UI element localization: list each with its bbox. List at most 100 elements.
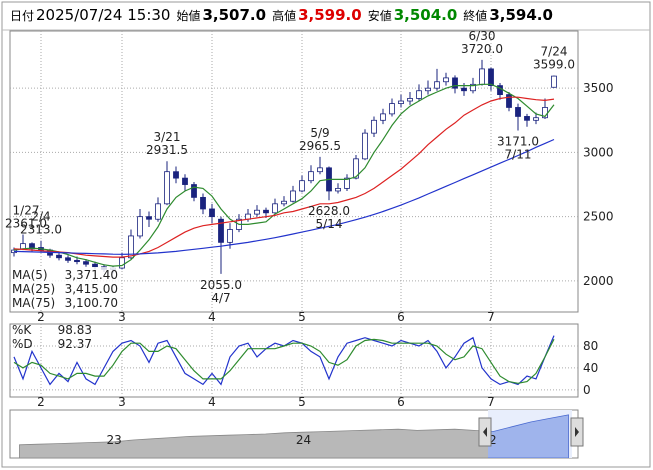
candle-body — [398, 100, 404, 104]
y-tick-label: 80 — [583, 339, 598, 353]
x-tick-label: 3 — [118, 310, 126, 324]
candle-body — [263, 209, 269, 214]
candle-body — [281, 200, 287, 205]
annotation-date: 2/4 — [31, 210, 50, 224]
legend-name: %D — [12, 337, 33, 351]
candle-body — [65, 257, 71, 261]
candle-body — [389, 103, 395, 115]
candle-body — [227, 229, 233, 243]
x-tick-label: 5 — [298, 395, 306, 409]
candle-body — [218, 218, 224, 243]
candle-body — [299, 180, 305, 192]
candle-body — [443, 77, 449, 83]
header-label: 安値 — [367, 9, 392, 23]
candle-body — [335, 187, 341, 192]
annotation-date: 6/30 — [469, 29, 496, 43]
annotation-value: 2055.0 — [200, 278, 242, 292]
legend-box — [11, 267, 119, 309]
candle-body — [191, 184, 197, 198]
candle-body — [407, 98, 413, 102]
candle-body — [254, 209, 260, 215]
candle-body — [479, 68, 485, 85]
header-value: 3,504.0 — [393, 6, 458, 24]
x-tick-label: 2 — [37, 310, 45, 324]
x-tick-label: 4 — [208, 310, 216, 324]
annotation-date: 7/24 — [541, 44, 568, 58]
candle-body — [362, 132, 368, 160]
x-tick-label: 5 — [298, 310, 306, 324]
annotation-date: 3/21 — [154, 130, 181, 144]
x-tick-label: 2 — [37, 395, 45, 409]
main-panel — [9, 30, 579, 313]
annotation-value: 3599.0 — [533, 57, 575, 71]
candle-body — [461, 87, 467, 92]
legend-name: %K — [12, 323, 32, 337]
candle-body — [533, 117, 539, 121]
candle-body — [56, 254, 62, 259]
navigator-label: 24 — [296, 433, 311, 447]
legend-name: MA(75) — [12, 296, 55, 310]
candle-body — [272, 203, 278, 214]
annotation-date: 4/7 — [211, 291, 230, 305]
candle-body — [371, 119, 377, 134]
candle-body — [353, 158, 359, 179]
annotation-date: 5/14 — [316, 217, 343, 231]
header: 日付 2025/07/24 15:30 始値 3,507.0 高値 3,599.0 安値 3,… — [10, 6, 559, 28]
candle-body — [200, 196, 206, 210]
candle-body — [425, 87, 431, 92]
annotation-value: 2628.0 — [308, 204, 350, 218]
annotation-value: 2361.0 — [5, 217, 47, 231]
candle-body — [20, 243, 26, 250]
x-tick-label: 6 — [397, 395, 405, 409]
legend-value: 3,100.70 — [65, 296, 118, 310]
header-label: 日付 — [10, 9, 35, 23]
y-tick-label: 3000 — [583, 145, 614, 159]
x-tick-label: 6 — [397, 310, 405, 324]
legend-name: MA(25) — [12, 282, 55, 296]
annotation-value: 2931.5 — [146, 143, 188, 157]
candle-body — [434, 81, 440, 89]
candle-body — [344, 177, 350, 189]
header-label: 終値 — [463, 9, 488, 23]
navigator-label: 23 — [106, 433, 121, 447]
series-line — [13, 338, 555, 384]
header-label: 始値 — [176, 9, 201, 23]
candle-body — [452, 77, 458, 89]
candle-body — [416, 90, 422, 99]
candle-body — [488, 68, 494, 87]
annotation-value: 2965.5 — [299, 139, 341, 153]
header-value: 3,594.0 — [489, 6, 553, 24]
y-tick-label: 3500 — [583, 81, 614, 95]
legend-value: 98.83 — [58, 323, 92, 337]
x-tick-label: 3 — [118, 395, 126, 409]
header-value: 3,507.0 — [202, 6, 267, 24]
y-tick-label: 40 — [583, 361, 598, 375]
candle-body — [137, 216, 143, 237]
navigator-area-selected — [488, 414, 569, 458]
candle-body — [92, 263, 98, 268]
annotation-value: 3720.0 — [461, 42, 503, 56]
candle-body — [74, 259, 80, 263]
candle-body — [290, 190, 296, 202]
series-line — [13, 138, 555, 255]
header-text: 2025/07/24 15:30 — [36, 6, 171, 24]
annotation-date: 7/11 — [505, 147, 532, 161]
candle-body — [173, 171, 179, 179]
candle-body — [29, 243, 35, 250]
annotation-value: 2313.0 — [20, 223, 62, 237]
annotation-value: 3171.0 — [497, 134, 539, 148]
candle-body — [128, 235, 134, 259]
x-tick-label: 4 — [208, 395, 216, 409]
y-tick-label: 0 — [583, 383, 591, 397]
candle-body — [506, 94, 512, 108]
candle-body — [146, 216, 152, 220]
series-line — [13, 96, 555, 258]
scroll-arrow — [483, 427, 487, 437]
candle-body — [308, 171, 314, 182]
candle-body — [155, 203, 161, 220]
candle-body — [83, 261, 89, 265]
candle-body — [182, 177, 188, 185]
header-value: 3,599.0 — [298, 6, 362, 24]
candle-body — [524, 116, 530, 121]
